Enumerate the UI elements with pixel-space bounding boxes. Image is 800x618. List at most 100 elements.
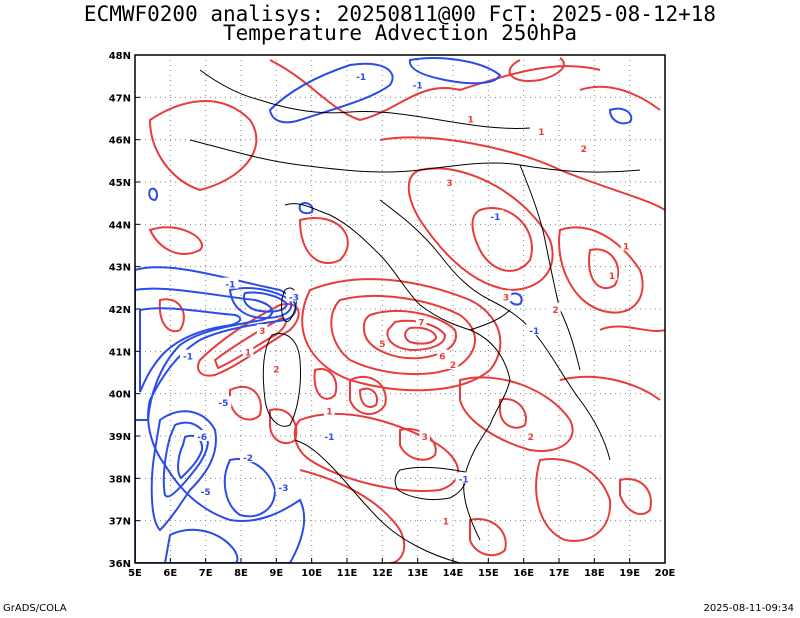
neg-contour (268, 62, 394, 124)
contour-label-background (500, 290, 512, 302)
contour-label: 1 (623, 243, 629, 253)
pos-contour (508, 57, 565, 82)
contour-label-background (578, 142, 589, 154)
contour-label-background (550, 303, 561, 314)
neg-contour (508, 292, 523, 306)
contour-label-background (415, 315, 427, 327)
latitude-tick-label: 36N (109, 559, 131, 570)
longitude-tick-label: 19E (619, 568, 640, 579)
contour-label: -1 (225, 281, 235, 291)
coastline-africa (294, 439, 461, 563)
neg-contour (135, 287, 274, 421)
contour-label-background (606, 269, 618, 281)
contour-label: -2 (243, 454, 253, 464)
pos-contour (459, 376, 574, 452)
latitude-tick-label: 47N (109, 93, 131, 104)
contour-label: 3 (422, 433, 428, 443)
contour-label: 2 (450, 361, 456, 371)
coastline-sicily (394, 466, 467, 501)
pos-contour (269, 59, 601, 122)
neg-contour (408, 57, 502, 85)
longitude-tick-label: 10E (301, 568, 322, 579)
contour-label-background (286, 290, 302, 302)
contour-label: 2 (581, 145, 587, 155)
pos-contour (471, 207, 533, 272)
pos-contour (349, 375, 387, 415)
neg-contour (242, 291, 289, 313)
pos-contour (407, 167, 554, 292)
latitude-tick-label: 40N (109, 390, 131, 401)
pos-contour (269, 408, 298, 445)
contour-label-background (321, 430, 338, 441)
contour-label: 1 (443, 518, 449, 528)
pos-contour (404, 326, 438, 345)
positive-contours (148, 57, 665, 563)
latitude-tick-label: 41N (109, 347, 131, 358)
contour-label-background (180, 349, 196, 361)
latitude-tick-label: 38N (109, 474, 131, 485)
contour-label-background (222, 277, 239, 289)
pos-contour (558, 226, 644, 314)
pos-contour (148, 100, 258, 192)
pos-contour (299, 469, 406, 563)
neg-contour (135, 266, 306, 563)
contour-label-background (256, 324, 268, 336)
contour-label-background (437, 349, 448, 361)
pos-contour (599, 325, 665, 332)
map-grid (135, 55, 665, 563)
latitude-tick-label: 44N (109, 220, 131, 231)
contour-label: 2 (273, 365, 279, 375)
pos-contour (213, 316, 287, 370)
contour-label: 7 (418, 319, 424, 329)
neg-contour (150, 410, 217, 532)
coastline-sardinia (262, 333, 301, 427)
contour-label-background (194, 430, 211, 441)
contour-label-background (275, 480, 292, 492)
pos-contour (559, 375, 661, 401)
contour-label-background (526, 324, 543, 336)
contour-label: -6 (197, 433, 207, 443)
contour-label: 2 (552, 306, 558, 316)
latitude-axis: 36N 37N 38N 39N 40N 41N 42N 43N 44N 45N 46N 47N 48N (109, 51, 140, 570)
contour-label-background (197, 485, 214, 497)
contour-label-background (620, 239, 632, 251)
contour-label: 3 (446, 179, 452, 189)
longitude-tick-label: 7E (199, 568, 213, 579)
pos-contour (301, 278, 502, 392)
contour-label: -1 (413, 82, 423, 92)
pos-contour (229, 385, 262, 421)
longitude-tick-label: 14E (443, 568, 464, 579)
pos-contour (313, 368, 338, 400)
border-balkans (519, 164, 581, 371)
contour-label-background (242, 345, 254, 357)
contour-label-background (353, 70, 370, 82)
pos-contour (399, 428, 437, 461)
software-credit: GrADS/COLA (3, 603, 67, 614)
border-alps (189, 139, 641, 173)
pos-contour (619, 478, 652, 515)
contour-label-background (324, 404, 335, 416)
contour-label: 1 (245, 348, 251, 358)
pos-contour (499, 398, 527, 429)
contour-label-background (487, 209, 504, 221)
pos-contour (148, 226, 203, 255)
pos-contour (358, 387, 378, 408)
negative-contours (135, 57, 633, 563)
contour-label-background (240, 451, 257, 463)
neg-contour (223, 458, 277, 518)
latitude-tick-label: 42N (109, 305, 131, 316)
longitude-tick-label: 12E (372, 568, 393, 579)
contour-label-background (419, 430, 430, 441)
longitude-tick-label: 16E (513, 568, 534, 579)
coastline-italy (284, 203, 511, 541)
contour-label: 3 (503, 293, 509, 303)
contour-label: -3 (278, 484, 288, 494)
contour-label-background (409, 78, 426, 90)
neg-contour (163, 528, 239, 563)
pos-contour (535, 458, 612, 542)
pos-contour (158, 298, 185, 333)
contour-label: -1 (529, 327, 539, 337)
longitude-tick-label: 11E (337, 568, 358, 579)
coastline-adriatic (379, 199, 611, 461)
